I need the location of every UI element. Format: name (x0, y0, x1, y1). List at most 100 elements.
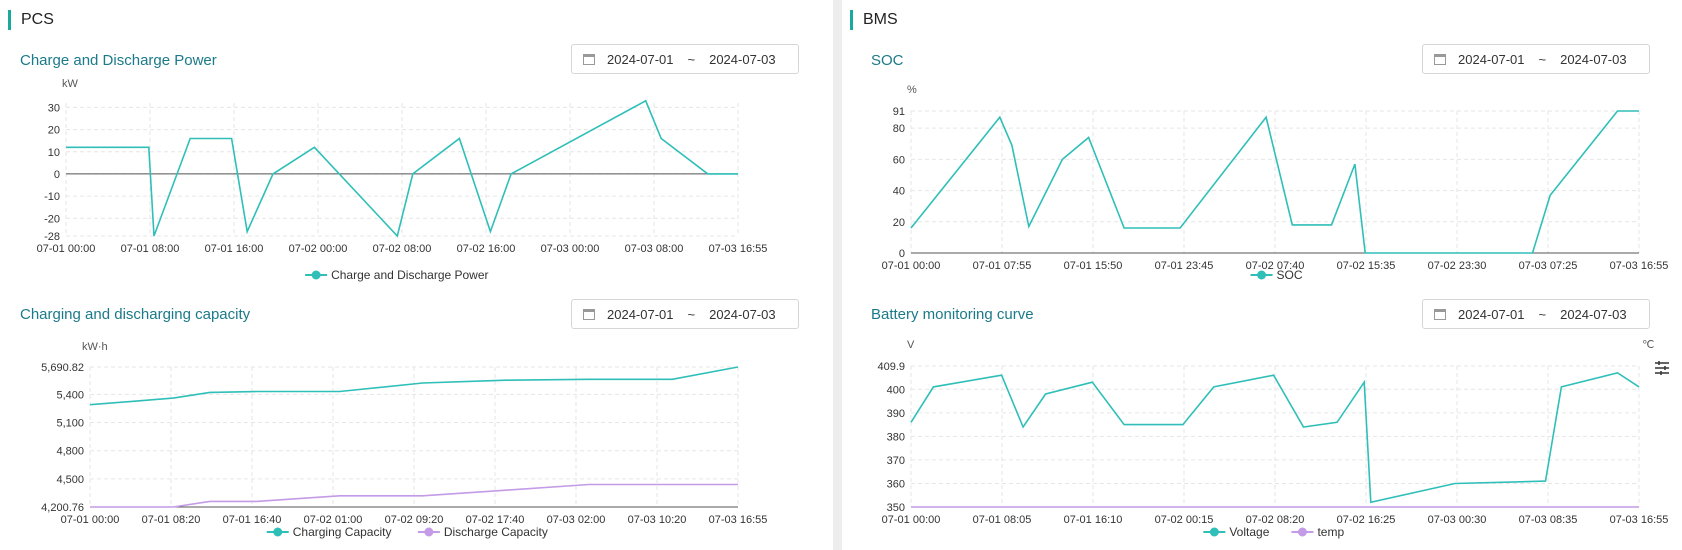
power-date-range-picker[interactable]: 2024-07-01 ~ 2024-07-03 (571, 44, 799, 74)
legend-marker (1209, 527, 1219, 537)
y-axis-unit-right: ℃ (1642, 339, 1654, 351)
battery-chart-title: Battery monitoring curve (871, 306, 1034, 323)
y-tick-label: 400 (887, 384, 905, 396)
y-tick-label: 20 (48, 125, 60, 137)
calendar-icon (1434, 53, 1446, 65)
y-tick-label: 20 (893, 217, 905, 229)
date-start[interactable]: 2024-07-01 (607, 306, 674, 322)
legend-item[interactable]: Charging Capacity (266, 525, 392, 539)
date-end[interactable]: 2024-07-03 (709, 51, 776, 67)
pcs-panel: PCS Charge and Discharge Power 2024-07-0… (0, 0, 833, 550)
y-tick-label: 91 (893, 106, 905, 118)
legend-marker (311, 270, 321, 280)
y-axis-unit: % (907, 84, 917, 96)
x-tick-label: 07-03 08:00 (625, 243, 684, 255)
y-tick-label: 4,800 (56, 446, 84, 458)
legend-label: Charging Capacity (293, 525, 392, 539)
x-tick-label: 07-03 07:25 (1519, 260, 1578, 272)
power-chart-title: Charge and Discharge Power (20, 52, 217, 69)
series-line-charging-capacity[interactable] (89, 366, 739, 406)
legend-marker (424, 527, 434, 537)
x-tick-label: 07-02 01:00 (304, 514, 363, 526)
x-tick-label: 07-01 07:55 (973, 260, 1032, 272)
x-tick-label: 07-03 16:55 (709, 514, 768, 526)
x-tick-label: 07-03 00:30 (1428, 514, 1487, 526)
series-line-voltage[interactable] (910, 371, 1640, 504)
bms-panel: BMS SOC 2024-07-01 ~ 2024-07-03 91 80 60 40… (842, 0, 1682, 550)
legend-item[interactable]: SOC (1250, 268, 1303, 282)
x-tick-label: 07-02 16:00 (457, 243, 516, 255)
x-tick-label: 07-01 08:05 (973, 514, 1032, 526)
legend-item[interactable]: Voltage (1203, 525, 1270, 539)
series-line-soc[interactable] (910, 110, 1639, 254)
pcs-section-title: PCS (21, 11, 54, 28)
x-tick-label: 07-02 08:00 (373, 243, 432, 255)
x-tick-label: 07-03 16:55 (1610, 514, 1669, 526)
date-end[interactable]: 2024-07-03 (1560, 51, 1627, 67)
x-tick-label: 07-02 08:20 (1246, 514, 1305, 526)
legend-label: temp (1317, 525, 1344, 539)
series-line-charge-and-discharge-power[interactable] (66, 99, 738, 238)
date-start[interactable]: 2024-07-01 (607, 51, 674, 67)
calendar-icon (583, 308, 595, 320)
capacity-date-range-picker[interactable]: 2024-07-01 ~ 2024-07-03 (571, 299, 799, 329)
legend-marker (273, 527, 283, 537)
legend-item[interactable]: Charge and Discharge Power (305, 268, 489, 282)
y-tick-label: 5,100 (56, 418, 84, 430)
legend-label: SOC (1277, 268, 1303, 282)
y-tick-label: 350 (887, 502, 905, 514)
x-tick-label: 07-02 17:40 (466, 514, 525, 526)
x-tick-label: 07-02 00:15 (1155, 514, 1214, 526)
x-tick-label: 07-03 00:00 (541, 243, 600, 255)
date-separator: ~ (687, 51, 696, 67)
y-tick-label: 370 (887, 455, 905, 467)
date-end[interactable]: 2024-07-03 (1560, 306, 1627, 322)
soc-date-range-picker[interactable]: 2024-07-01 ~ 2024-07-03 (1422, 44, 1650, 74)
y-tick-label: 390 (887, 408, 905, 420)
y-tick-label: 10 (48, 147, 60, 159)
x-tick-label: 07-03 02:00 (547, 514, 606, 526)
x-tick-label: 07-01 16:10 (1064, 514, 1123, 526)
legend-item[interactable]: temp (1291, 525, 1344, 539)
series-line-discharge-capacity[interactable] (90, 483, 738, 508)
sliders-icon[interactable] (1654, 360, 1670, 376)
capacity-chart[interactable]: 5,690.825,4005,1004,8004,5004,200.7607-0… (0, 0, 833, 550)
x-tick-label: 07-03 08:35 (1519, 514, 1578, 526)
bms-section-title: BMS (863, 11, 898, 28)
calendar-icon (1434, 308, 1446, 320)
pcs-section-header: PCS (8, 10, 54, 30)
y-tick-label: 80 (893, 123, 905, 135)
y-axis-unit: kW (62, 78, 79, 90)
y-tick-label: 380 (887, 431, 905, 443)
legend-item[interactable]: Discharge Capacity (417, 525, 548, 539)
x-tick-label: 07-01 16:40 (223, 514, 282, 526)
legend-label: Voltage (1229, 525, 1269, 539)
x-tick-label: 07-01 00:00 (61, 514, 120, 526)
legend-label: Charge and Discharge Power (331, 268, 488, 282)
legend-marker (1257, 270, 1267, 280)
soc-chart[interactable]: 91 80 60 40 20 007-01 00:00 07-01 07:55 07-01 1… (842, 0, 1682, 290)
x-tick-label: 07-02 07:40 (1246, 260, 1305, 272)
y-tick-label: -28 (44, 231, 60, 243)
x-tick-label: 07-01 00:00 (37, 243, 96, 255)
date-separator: ~ (1538, 51, 1547, 67)
y-tick-label: 5,690.82 (41, 362, 84, 374)
section-accent-bar (850, 10, 853, 30)
x-tick-label: 07-03 16:55 (1610, 260, 1669, 272)
y-tick-label: 360 (887, 478, 905, 490)
y-tick-label: 5,400 (56, 389, 84, 401)
date-start[interactable]: 2024-07-01 (1458, 51, 1525, 67)
date-start[interactable]: 2024-07-01 (1458, 306, 1525, 322)
y-tick-label: -10 (44, 191, 60, 203)
x-tick-label: 07-02 09:20 (385, 514, 444, 526)
date-end[interactable]: 2024-07-03 (709, 306, 776, 322)
y-tick-label: 4,200.76 (41, 502, 84, 514)
y-tick-label: 60 (893, 154, 905, 166)
bms-section-header: BMS (850, 10, 898, 30)
section-accent-bar (8, 10, 11, 30)
x-tick-label: 07-01 23:45 (1155, 260, 1214, 272)
x-tick-label: 07-01 15:50 (1064, 260, 1123, 272)
battery-date-range-picker[interactable]: 2024-07-01 ~ 2024-07-03 (1422, 299, 1650, 329)
